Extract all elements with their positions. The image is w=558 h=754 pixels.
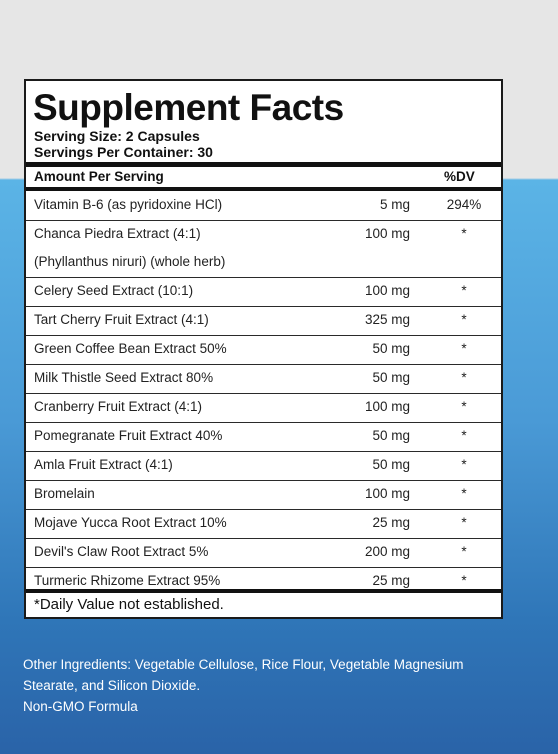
column-header-row: Amount Per Serving %DV (26, 167, 501, 187)
header-amount-per-serving: Amount Per Serving (34, 169, 164, 184)
ingredient-daily-value: * (461, 341, 467, 356)
ingredient-amount: 50 mg (372, 370, 410, 385)
ingredient-daily-value: 294% (446, 197, 482, 212)
ingredient-name: Cranberry Fruit Extract (4:1) (34, 399, 203, 414)
ingredient-daily-value: * (461, 515, 467, 530)
ingredient-name: Pomegranate Fruit Extract 40% (34, 428, 223, 443)
servings-per-container: Servings Per Container: 30 (34, 144, 213, 160)
ingredient-amount: 100 mg (364, 399, 410, 414)
ingredient-name: Amla Fruit Extract (4:1) (34, 457, 173, 472)
ingredient-amount: 25 mg (372, 515, 410, 530)
ingredient-amount: 25 mg (372, 573, 410, 588)
panel-title: Supplement Facts (33, 87, 344, 128)
other-ingredients-line-1: Other Ingredients: Vegetable Cellulose, … (23, 657, 464, 672)
ingredient-amount: 50 mg (372, 341, 410, 356)
ingredient-amount: 325 mg (364, 312, 410, 327)
serving-info: Serving Size: 2 Capsules Servings Per Co… (34, 128, 213, 160)
ingredient-daily-value: * (461, 283, 467, 298)
thick-divider (26, 162, 501, 167)
table-row: Bromelain 100 mg * (26, 481, 501, 510)
ingredient-daily-value: * (461, 573, 467, 588)
ingredient-name: Chanca Piedra Extract (4:1) (34, 226, 201, 241)
table-row: Cranberry Fruit Extract (4:1) 100 mg * (26, 394, 501, 423)
ingredient-daily-value: * (461, 486, 467, 501)
table-row: Mojave Yucca Root Extract 10% 25 mg * (26, 510, 501, 539)
ingredient-daily-value: * (461, 370, 467, 385)
ingredient-amount: 100 mg (364, 486, 410, 501)
table-row: Chanca Piedra Extract (4:1) (Phyllanthus … (26, 221, 501, 278)
ingredient-daily-value: * (461, 312, 467, 327)
table-row: Green Coffee Bean Extract 50% 50 mg * (26, 336, 501, 365)
other-ingredients-line-2: Stearate, and Silicon Dioxide. (23, 678, 201, 693)
table-row: Turmeric Rhizome Extract 95% 25 mg * (26, 568, 501, 596)
header-divider (26, 187, 501, 191)
table-row: Devil's Claw Root Extract 5% 200 mg * (26, 539, 501, 568)
ingredient-amount: 50 mg (372, 457, 410, 472)
table-row: Tart Cherry Fruit Extract (4:1) 325 mg * (26, 307, 501, 336)
table-row: Vitamin B-6 (as pyridoxine HCl) 5 mg 294% (26, 192, 501, 221)
other-ingredients: Other Ingredients: Vegetable Cellulose, … (23, 654, 543, 717)
ingredient-amount: 100 mg (364, 226, 410, 241)
ingredient-daily-value: * (461, 399, 467, 414)
table-row: Amla Fruit Extract (4:1) 50 mg * (26, 452, 501, 481)
header-daily-value: %DV (444, 169, 475, 184)
table-row: Celery Seed Extract (10:1) 100 mg * (26, 278, 501, 307)
table-row: Milk Thistle Seed Extract 80% 50 mg * (26, 365, 501, 394)
ingredient-name: Green Coffee Bean Extract 50% (34, 341, 227, 356)
ingredient-name: Devil's Claw Root Extract 5% (34, 544, 209, 559)
ingredient-name-detail: (Phyllanthus niruri) (whole herb) (34, 254, 226, 269)
ingredient-name: Turmeric Rhizome Extract 95% (34, 573, 221, 588)
ingredient-name: Tart Cherry Fruit Extract (4:1) (34, 312, 209, 327)
supplement-facts-panel: Supplement Facts Serving Size: 2 Capsule… (24, 79, 503, 619)
ingredient-amount: 100 mg (364, 283, 410, 298)
ingredient-name: Celery Seed Extract (10:1) (34, 283, 194, 298)
nutrient-table: Vitamin B-6 (as pyridoxine HCl) 5 mg 294% C… (26, 192, 501, 596)
bottom-divider (26, 589, 501, 593)
ingredient-name: Bromelain (34, 486, 95, 501)
ingredient-daily-value: * (461, 544, 467, 559)
serving-size: Serving Size: 2 Capsules (34, 128, 200, 144)
daily-value-footnote: *Daily Value not established. (34, 596, 224, 613)
ingredient-name: Mojave Yucca Root Extract 10% (34, 515, 227, 530)
ingredient-name: Milk Thistle Seed Extract 80% (34, 370, 214, 385)
ingredient-amount: 50 mg (372, 428, 410, 443)
non-gmo-statement: Non-GMO Formula (23, 699, 138, 714)
ingredient-daily-value: * (461, 226, 467, 241)
ingredient-name: Vitamin B-6 (as pyridoxine HCl) (34, 197, 223, 212)
ingredient-amount: 5 mg (379, 197, 410, 212)
ingredient-amount: 200 mg (364, 544, 410, 559)
ingredient-daily-value: * (461, 428, 467, 443)
table-row: Pomegranate Fruit Extract 40% 50 mg * (26, 423, 501, 452)
ingredient-daily-value: * (461, 457, 467, 472)
